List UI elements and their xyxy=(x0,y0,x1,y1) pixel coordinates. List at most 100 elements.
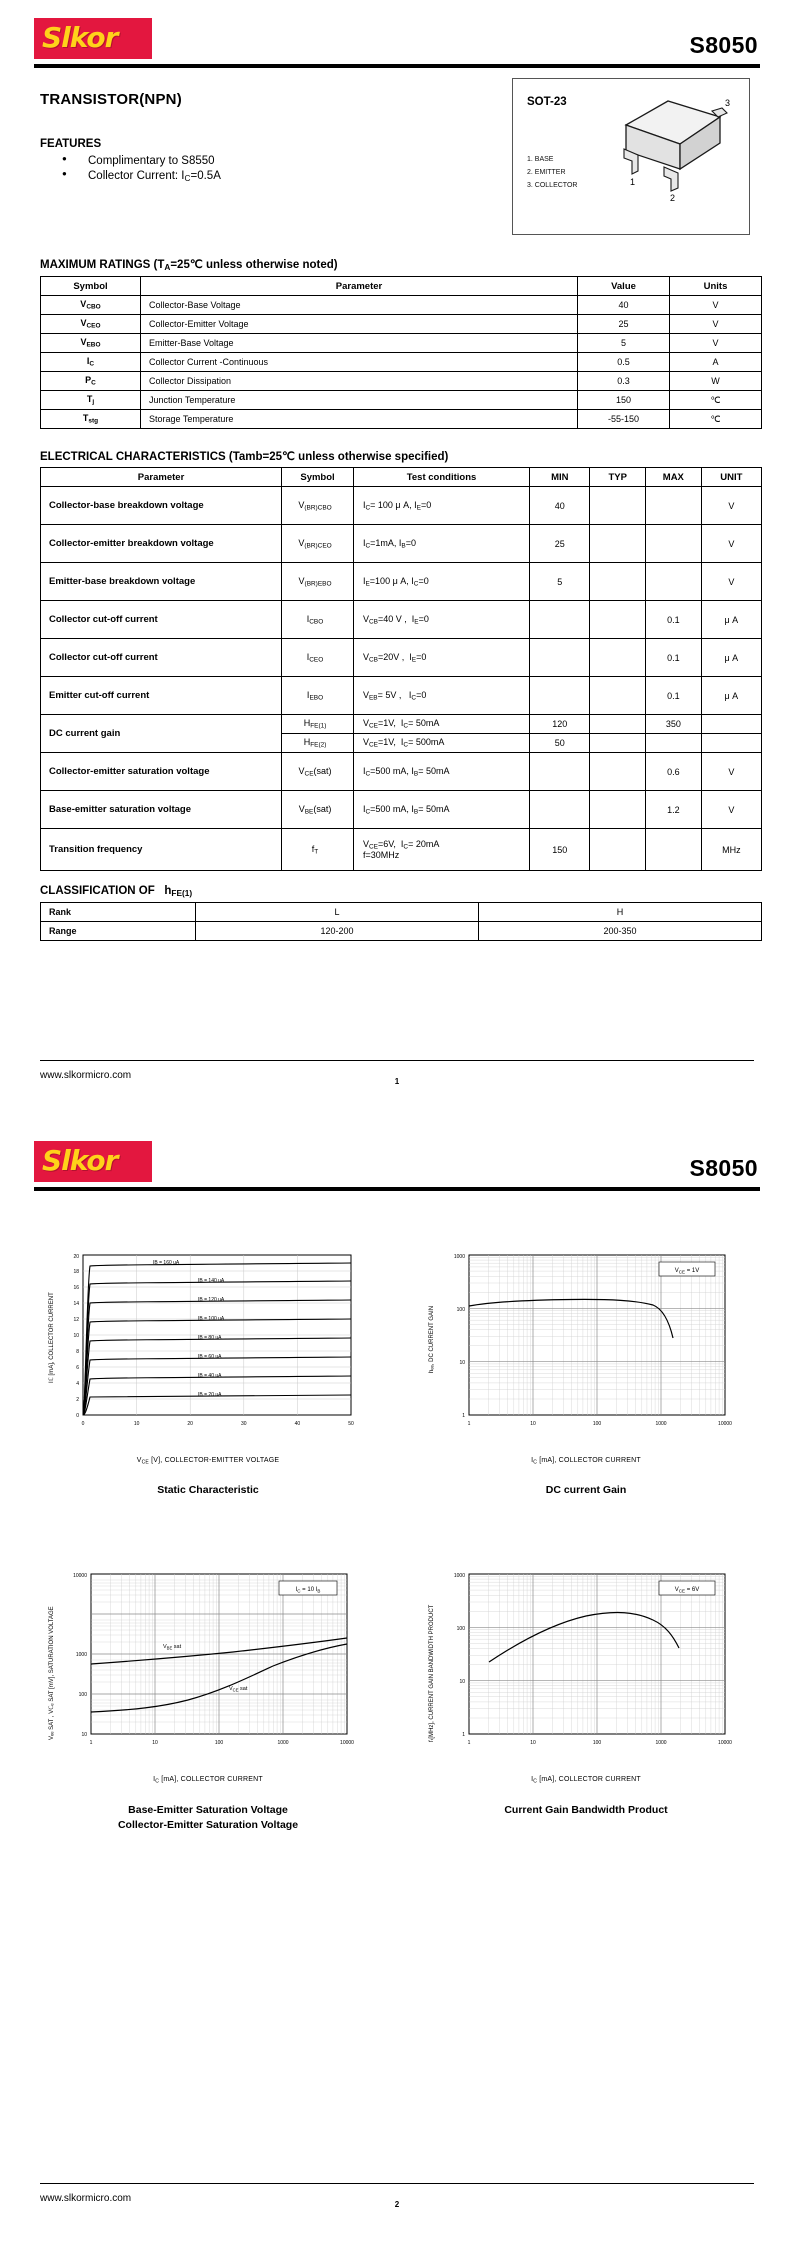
svg-text:4: 4 xyxy=(76,1381,79,1387)
table-header-row: Parameter Symbol Test conditions MIN TYP… xyxy=(39,467,763,488)
table-row: Transition frequency fT VCE=6V, IC= 20mA… xyxy=(39,828,763,872)
svg-text:100: 100 xyxy=(457,1307,466,1313)
cell-conditions: IC=500 mA, IB= 50mA xyxy=(352,790,531,830)
svg-text:10: 10 xyxy=(459,1679,465,1685)
table-row: PC Collector Dissipation 0.3 W xyxy=(40,371,762,392)
dc-current-gain-plot: hₑₑ, DC CURRENT GAIN xyxy=(429,1254,732,1427)
cell-value: 5 xyxy=(577,333,670,354)
svg-text:6: 6 xyxy=(76,1365,79,1371)
cell-parameter: Emitter-base breakdown voltage xyxy=(39,562,283,602)
curve-label-vce: VCE sat xyxy=(229,1686,248,1692)
cell-parameter: Collector cut-off current xyxy=(39,600,283,640)
cell-unit: MHz xyxy=(700,828,763,872)
cell-typ xyxy=(589,486,647,526)
col-symbol: Symbol xyxy=(281,467,354,488)
svg-text:100: 100 xyxy=(593,1421,602,1427)
cell-units: V xyxy=(669,333,762,354)
y-axis-label: hₑₑ, DC CURRENT GAIN xyxy=(429,1306,435,1373)
table-row: Emitter-base breakdown voltage V(BR)EBO … xyxy=(39,562,763,602)
cell-symbol: V(BR)CEO xyxy=(281,524,354,564)
package-pin-list: 1. BASE 2. EMITTER 3. COLLECTOR xyxy=(527,153,577,192)
svg-text:0: 0 xyxy=(82,1421,85,1427)
cell-max xyxy=(645,524,702,564)
cell-typ xyxy=(589,790,647,830)
cell-parameter: Transition frequency xyxy=(39,828,283,872)
cell-value: 40 xyxy=(577,295,670,316)
pin-callout-2: 2 xyxy=(670,193,675,203)
electrical-characteristics-heading: ELECTRICAL CHARACTERISTICS (Tamb=25℃ unl… xyxy=(40,451,449,464)
cell-rank-l: L xyxy=(195,902,479,923)
page-number: 1 xyxy=(394,1077,400,1086)
page-number: 2 xyxy=(394,2200,400,2209)
footer-url[interactable]: www.slkormicro.com xyxy=(40,2193,132,2204)
table-row: Collector cut-off current ICBO VCB=40 V … xyxy=(39,600,763,640)
cell-symbol: Tj xyxy=(40,390,141,411)
table-row: Tj Junction Temperature 150 ℃ xyxy=(40,390,762,411)
col-typ: TYP xyxy=(589,467,647,488)
svg-text:1000: 1000 xyxy=(454,1573,465,1579)
cell-units: V xyxy=(669,295,762,316)
cell-min: 50 xyxy=(529,733,591,754)
curve-label-vbe: VBE sat xyxy=(163,1644,182,1650)
caption-line-1: Base-Emitter Saturation Voltage xyxy=(128,1803,288,1816)
datasheet-page-1: Slkor S8050 TRANSISTOR(NPN) FEATURES Com… xyxy=(0,0,794,1123)
svg-text:1000: 1000 xyxy=(76,1652,87,1658)
page-footer: www.slkormicro.com 1 xyxy=(40,1060,754,1093)
cell-max xyxy=(645,562,702,602)
chart-current-gain-bandwidth: fₜ[MHz], CURRENT GAIN BANDWIDTH PRODUCT xyxy=(412,1562,760,1832)
svg-text:10: 10 xyxy=(73,1333,79,1339)
cell-max xyxy=(645,828,702,872)
cell-value: 150 xyxy=(577,390,670,411)
cell-max: 0.1 xyxy=(645,600,702,640)
cell-unit: V xyxy=(700,752,763,792)
characteristic-charts: Iℂ [mA], COLLECTOR CURRENT xyxy=(34,1243,760,1833)
cell-symbol: IEBO xyxy=(281,676,354,716)
y-axis-label: Iℂ [mA], COLLECTOR CURRENT xyxy=(48,1292,55,1383)
cell-symbol: PC xyxy=(40,371,141,392)
caption-line-2: Collector-Emitter Saturation Voltage xyxy=(117,1818,299,1831)
sot23-package-drawing: 3 1 2 xyxy=(623,98,730,203)
svg-text:10: 10 xyxy=(152,1740,158,1746)
cell-conditions: VCE=6V, IC= 20mA f=30MHz xyxy=(352,828,531,872)
cell-typ xyxy=(589,600,647,640)
pin-label-3: 3. COLLECTOR xyxy=(527,182,578,189)
svg-text:14: 14 xyxy=(73,1301,79,1307)
cell-value: 0.3 xyxy=(577,371,670,392)
max-ratings-body: VCBO Collector-Base Voltage 40 V VCEO Co… xyxy=(40,295,762,430)
page-title: TRANSISTOR(NPN) xyxy=(40,91,182,108)
cell-max: 0.1 xyxy=(645,638,702,678)
cell-typ xyxy=(589,714,647,735)
svg-text:40: 40 xyxy=(295,1421,301,1427)
cell-parameter: Collector cut-off current xyxy=(39,638,283,678)
svg-text:10000: 10000 xyxy=(718,1740,732,1746)
svg-text:10: 10 xyxy=(530,1740,536,1746)
footer-url[interactable]: www.slkormicro.com xyxy=(40,1070,132,1081)
cell-min xyxy=(529,790,591,830)
cell-symbol: HFE(2) xyxy=(281,733,354,754)
curve-label: IB = 60 uA xyxy=(198,1354,222,1360)
col-parameter: Parameter xyxy=(140,276,578,297)
curve-label: IB = 40 uA xyxy=(198,1373,222,1379)
curve-label: IB = 20 uA xyxy=(198,1392,222,1398)
cell-symbol: Tstg xyxy=(40,409,141,430)
col-max: MAX xyxy=(645,467,702,488)
page-footer: www.slkormicro.com 2 xyxy=(40,2183,754,2216)
curve-label: IB = 80 uA xyxy=(198,1335,222,1341)
cell-min xyxy=(529,600,591,640)
svg-text:100: 100 xyxy=(593,1740,602,1746)
col-min: MIN xyxy=(529,467,591,488)
cell-unit: μ A xyxy=(700,638,763,678)
chart-annotation: VCE = 6V xyxy=(675,1587,699,1594)
cell-min: 150 xyxy=(529,828,591,872)
chart-caption: Current Gain Bandwidth Product xyxy=(504,1803,668,1816)
svg-text:1: 1 xyxy=(462,1413,465,1419)
cell-symbol: VBE(sat) xyxy=(281,790,354,830)
classification-table: Rank L H Range 120-200 200-350 xyxy=(40,902,762,942)
cell-typ xyxy=(589,828,647,872)
cell-value: 0.5 xyxy=(577,352,670,373)
svg-text:16: 16 xyxy=(73,1285,79,1291)
logo-wordmark: Slkor xyxy=(42,1144,118,1177)
max-ratings-table: Symbol Parameter Value Units VCBO Collec… xyxy=(40,276,762,430)
table-row: HFE(2) VCE=1V, IC= 500mA 50 xyxy=(41,733,763,754)
svg-text:1: 1 xyxy=(468,1421,471,1427)
